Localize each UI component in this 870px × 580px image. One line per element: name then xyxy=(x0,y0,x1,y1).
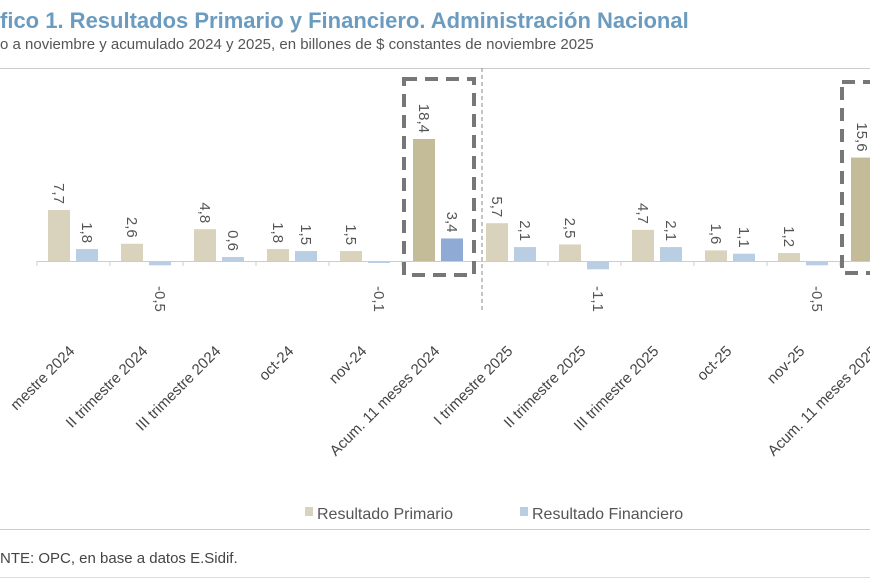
bar-primario xyxy=(413,139,435,261)
bar-financiero xyxy=(222,257,244,261)
bar-primario xyxy=(851,157,870,261)
bar-financiero xyxy=(368,262,390,263)
bar-financiero xyxy=(806,262,828,266)
bar-financiero xyxy=(295,251,317,261)
data-label: 1,5 xyxy=(342,224,359,245)
bar-primario xyxy=(121,243,143,261)
source-note: NTE: OPC, en base a datos E.Sidif. xyxy=(0,550,238,567)
bar-primario xyxy=(559,244,581,261)
chart-title: fico 1. Resultados Primario y Financiero… xyxy=(0,8,689,33)
data-label: 0,6 xyxy=(224,230,241,251)
data-label: 15,6 xyxy=(853,122,870,151)
data-label: -0,5 xyxy=(808,286,825,312)
data-label: 1,5 xyxy=(297,224,314,245)
bar-primario xyxy=(48,209,70,261)
category-label: nov-24 xyxy=(326,343,370,387)
bar-financiero xyxy=(660,247,682,261)
bar-primario xyxy=(632,229,654,261)
data-label: 2,5 xyxy=(561,218,578,239)
bar-financiero xyxy=(514,247,536,261)
legend-label: Resultado Primario xyxy=(317,506,453,523)
bar-financiero xyxy=(76,249,98,261)
bar-financiero xyxy=(441,238,463,261)
data-label: 2,6 xyxy=(123,217,140,238)
data-label: 1,1 xyxy=(735,227,752,248)
data-label: 5,7 xyxy=(488,196,505,217)
bar-financiero xyxy=(149,262,171,266)
bar-primario xyxy=(705,250,727,261)
bar-financiero xyxy=(587,262,609,270)
highlight-box xyxy=(840,80,870,275)
bar-primario xyxy=(778,253,800,261)
bar-primario xyxy=(486,223,508,261)
bar-financiero xyxy=(733,253,755,261)
legend-swatch xyxy=(305,507,313,516)
category-label: mestre 2024 xyxy=(7,343,78,414)
data-label: 3,4 xyxy=(443,212,460,233)
bar-primario xyxy=(267,249,289,261)
category-label: oct-25 xyxy=(694,343,736,385)
bar-primario xyxy=(194,229,216,261)
data-label: 2,1 xyxy=(516,220,533,241)
data-label: 7,7 xyxy=(50,183,67,204)
data-label: 2,1 xyxy=(662,220,679,241)
data-label: 4,8 xyxy=(196,202,213,223)
highlight-box xyxy=(402,77,476,277)
data-label: 4,7 xyxy=(634,203,651,224)
category-label: nov-25 xyxy=(764,343,808,387)
chart-subtitle: o a noviembre y acumulado 2024 y 2025, e… xyxy=(0,36,594,53)
data-label: 1,6 xyxy=(707,224,724,245)
data-label: 1,8 xyxy=(269,222,286,243)
category-label: oct-24 xyxy=(256,343,298,385)
legend-label: Resultado Financiero xyxy=(532,506,683,523)
legend-swatch xyxy=(520,507,528,516)
data-label: 1,2 xyxy=(780,226,797,247)
data-label: 1,8 xyxy=(78,222,95,243)
bar-primario xyxy=(340,251,362,261)
data-label: -1,1 xyxy=(589,286,606,312)
data-label: -0,5 xyxy=(151,286,168,312)
data-label: -0,1 xyxy=(370,286,387,312)
data-label: 18,4 xyxy=(415,104,432,133)
